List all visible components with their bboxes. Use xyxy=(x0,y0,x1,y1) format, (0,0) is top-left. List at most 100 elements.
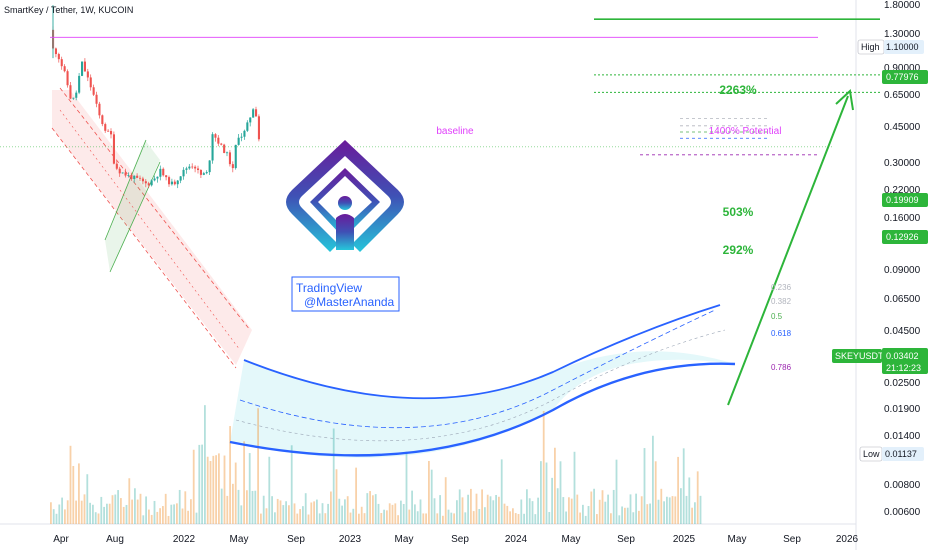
candle-body xyxy=(170,181,173,185)
volume-bar xyxy=(453,513,455,524)
candle-body xyxy=(98,103,101,116)
drawing-tools xyxy=(0,18,880,457)
volume-bar xyxy=(122,506,125,524)
fib-382-label: 0.382 xyxy=(771,297,792,306)
candle-body xyxy=(89,77,92,88)
volume-bar xyxy=(439,495,441,524)
volume-bar xyxy=(134,488,136,524)
candlestick-series xyxy=(52,5,260,189)
volume-bar xyxy=(660,488,663,524)
volume-bar xyxy=(621,506,623,524)
volume-bar xyxy=(195,512,198,524)
candle-body xyxy=(147,183,150,186)
volume-bar xyxy=(590,491,593,524)
candle-body xyxy=(66,71,69,86)
volume-bar xyxy=(316,499,318,524)
down-channel-lower xyxy=(51,127,237,369)
volume-bar xyxy=(64,509,66,524)
volume-bar xyxy=(50,502,52,524)
volume-bar xyxy=(349,512,352,524)
candle-body xyxy=(156,176,159,179)
volume-bar xyxy=(624,507,626,524)
volume-bar xyxy=(355,467,357,524)
candle-body xyxy=(81,61,84,76)
volume-bar xyxy=(526,489,528,524)
volume-bar xyxy=(542,410,545,524)
time-tick: May xyxy=(230,534,249,545)
volume-bar xyxy=(559,461,562,524)
time-tick: Sep xyxy=(617,534,635,545)
volume-bar xyxy=(512,508,514,524)
candle-body xyxy=(92,87,95,95)
candle-body xyxy=(243,130,246,137)
tp292-tag: 0.12926 xyxy=(882,230,928,244)
price-tick: 0.90000 xyxy=(884,63,921,74)
time-axis[interactable]: Apr Aug 2022 May Sep 2023 May Sep 2024 M… xyxy=(53,534,858,545)
volume-bar xyxy=(89,502,91,524)
time-tick: Apr xyxy=(53,534,69,545)
volume-bar xyxy=(307,514,310,524)
up-channel-upper xyxy=(104,139,147,241)
candle-body xyxy=(226,152,229,154)
volume-bar xyxy=(341,505,343,524)
volume-bar xyxy=(500,459,503,524)
volume-bar xyxy=(178,489,181,524)
candle-body xyxy=(101,115,104,125)
candle-body xyxy=(211,134,214,161)
target-2263-label: 2263% xyxy=(719,83,757,97)
volume-bar xyxy=(290,445,293,524)
volume-bar xyxy=(615,459,618,524)
candle-body xyxy=(223,144,226,153)
target-tag: 0.77976 xyxy=(882,70,928,84)
volume-bar xyxy=(601,490,604,524)
time-tick: Sep xyxy=(451,534,469,545)
volume-bar xyxy=(422,513,425,524)
volume-bar xyxy=(78,463,80,524)
symbol-tag: SKEYUSDT xyxy=(835,351,884,361)
volume-bar xyxy=(652,435,654,524)
candle-body xyxy=(54,48,57,55)
volume-bar xyxy=(677,456,679,524)
volume-bar xyxy=(260,513,262,524)
target-tag-value: 0.77976 xyxy=(886,72,919,82)
volume-bar xyxy=(346,496,349,524)
candle-body xyxy=(78,75,81,93)
candle-body xyxy=(69,85,72,99)
tp292-tag-value: 0.12926 xyxy=(886,232,919,242)
candle-body xyxy=(228,152,231,165)
tp503-tag-value: 0.19909 xyxy=(886,195,919,205)
volume-bar xyxy=(408,509,411,524)
price-tick: 0.00600 xyxy=(884,507,921,518)
down-channel-fill xyxy=(52,90,252,365)
volume-bar xyxy=(646,504,649,524)
candle-body xyxy=(202,173,205,175)
volume-bar xyxy=(436,513,439,524)
drawing-channels xyxy=(51,87,735,458)
volume-bar xyxy=(94,512,97,524)
price-tick: 0.01900 xyxy=(884,404,921,415)
volume-bar xyxy=(400,500,402,524)
volume-bar xyxy=(668,497,671,524)
price-axis[interactable]: 1.80000 1.30000 0.90000 0.65000 0.45000 … xyxy=(884,0,921,518)
symbol-title: SmartKey / Tether, 1W, KUCOIN xyxy=(4,5,133,15)
volume-bar xyxy=(456,500,458,524)
candle-body xyxy=(231,164,234,169)
volume-bar xyxy=(248,453,251,524)
price-tick: 0.65000 xyxy=(884,90,921,101)
volume-bar xyxy=(632,512,635,524)
volume-bar xyxy=(218,453,220,524)
volume-bar xyxy=(486,494,489,524)
watermark-line2: @MasterAnanda xyxy=(304,295,395,309)
volume-bar xyxy=(540,461,542,524)
volume-bar xyxy=(327,503,329,524)
volume-bar xyxy=(691,507,693,524)
volume-bar xyxy=(671,496,674,524)
candle-body xyxy=(199,170,202,175)
volume-bar xyxy=(593,488,595,524)
candle-body xyxy=(205,172,208,174)
volume-bar xyxy=(612,489,615,524)
volume-bar xyxy=(411,490,413,524)
volume-bar xyxy=(58,504,61,524)
up-channel-fill xyxy=(105,140,160,272)
volume-bar xyxy=(696,471,699,524)
